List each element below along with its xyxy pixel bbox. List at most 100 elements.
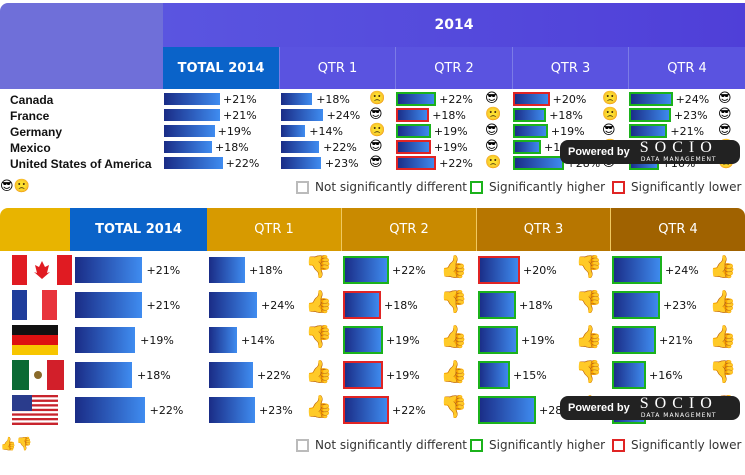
legend-same-label: Not significantly different	[315, 180, 468, 194]
legend-same-2: Not significantly different	[296, 438, 467, 452]
total-value: +18%	[137, 369, 171, 382]
flag-icon	[12, 290, 57, 320]
qtr-bar	[513, 140, 541, 154]
qtr-bar	[478, 326, 518, 354]
sad-face-icon: 🙁	[602, 91, 619, 106]
qtr-bar	[396, 124, 431, 138]
country-flag	[12, 360, 72, 390]
total-bar	[75, 362, 132, 388]
cool-face-icon: 😎	[718, 107, 732, 122]
thumbs-down-icon: 👎	[575, 360, 603, 385]
header-total: TOTAL 2014	[163, 47, 280, 89]
qtr-bar	[628, 124, 668, 138]
legend-higher-swatch	[470, 180, 483, 194]
qtr-bar	[396, 140, 431, 154]
qtr-value: +18%	[519, 299, 553, 312]
total-bar	[164, 109, 220, 121]
cool-face-icon: 😎	[485, 91, 499, 106]
legend-higher-swatch-2	[470, 438, 483, 452]
legend-lower-swatch-2	[612, 438, 625, 452]
qtr-bar	[395, 156, 437, 170]
powered-by-badge[interactable]: Powered by SOCIO DATA MANAGEMENT	[560, 140, 740, 164]
thumbs-up-icon: 👍	[305, 395, 333, 420]
country-flag	[12, 395, 72, 425]
total-bar	[75, 327, 136, 353]
cool-face-icon: 😎	[718, 91, 732, 106]
qtr-value: +22%	[257, 369, 291, 382]
qtr-value: +23%	[673, 109, 708, 122]
qtr-bar	[343, 291, 381, 319]
legend-higher-label-2: Significantly higher	[489, 438, 606, 452]
legend-same-swatch	[296, 180, 309, 194]
qtr-bar	[478, 291, 516, 319]
qtr-value: +19%	[386, 369, 420, 382]
legend-same-label-2: Not significantly different	[315, 438, 468, 452]
qtr-bar	[209, 257, 245, 283]
header-corner	[0, 3, 163, 89]
powered-by-badge-2[interactable]: Powered by SOCIO DATA MANAGEMENT	[560, 396, 740, 420]
qtr-value: +21%	[670, 125, 705, 138]
qtr-value: +22%	[439, 157, 473, 170]
total-bar	[75, 257, 142, 283]
total-value: +22%	[149, 404, 184, 417]
total-bar	[164, 125, 215, 137]
sad-face-icon: 🙁	[485, 155, 502, 170]
thumbs-up-icon: 👍	[709, 290, 737, 315]
qtr-value: +19%	[433, 125, 468, 138]
thumbs-down-icon: 👎	[440, 290, 468, 315]
qtr-bar	[478, 256, 520, 284]
qtr-value: +15%	[513, 369, 547, 382]
header-qtr1: QTR 1	[280, 47, 396, 89]
legend-lower: Significantly lower	[612, 180, 741, 194]
legend-lower-label: Significantly lower	[631, 180, 742, 194]
thumbs-up-icon: 👍	[305, 290, 333, 315]
cool-face-icon: 😎	[718, 123, 732, 138]
qtr-value: +20%	[523, 264, 557, 277]
qtr-value: +20%	[552, 93, 587, 106]
qtr-bar	[612, 326, 656, 354]
qtr-bar	[612, 291, 660, 319]
header-qtr2-2: QTR 2	[342, 208, 477, 251]
thumbs-up-icon: 👍	[709, 255, 737, 280]
total-value: +21%	[146, 264, 181, 277]
cool-face-icon: 😎	[602, 123, 616, 138]
header-qtr3: QTR 3	[513, 47, 629, 89]
flag-icon	[12, 360, 64, 390]
qtr-bar	[629, 108, 671, 122]
qtr-value: +24%	[261, 299, 295, 312]
thumb-key-icons: 👍👎	[0, 437, 33, 452]
qtr-value: +22%	[392, 404, 426, 417]
total-value: +18%	[215, 141, 249, 154]
thumbs-up-icon: 👍	[440, 360, 468, 385]
header-qtr3-2: QTR 3	[477, 208, 611, 251]
legend-lower-label-2: Significantly lower	[631, 438, 742, 452]
socio-brand: SOCIO	[639, 139, 718, 156]
cool-face-icon: 😎	[369, 155, 383, 170]
thumbs-up-icon: 👍	[709, 325, 737, 350]
total-value: +19%	[217, 125, 252, 138]
qtr-bar	[478, 361, 510, 389]
thumbs-down-icon: 👎	[305, 325, 333, 350]
qtr-value: +22%	[392, 264, 426, 277]
qtr-bar	[281, 141, 320, 153]
qtr-value: +18%	[432, 109, 466, 122]
year-header: 2014	[163, 3, 745, 47]
qtr-value: +23%	[259, 404, 293, 417]
header-qtr4: QTR 4	[629, 47, 745, 89]
legend-higher-label: Significantly higher	[489, 180, 606, 194]
qtr-bar	[281, 109, 323, 121]
qtr-value: +14%	[241, 334, 275, 347]
qtr-value: +24%	[675, 93, 710, 106]
flag-icon	[12, 395, 58, 425]
socio-logo-2: SOCIO DATA MANAGEMENT	[640, 396, 718, 420]
qtr-value: +18%	[316, 93, 350, 106]
qtr-bar	[513, 156, 564, 170]
qtr-value: +22%	[439, 93, 473, 106]
qtr-value: +14%	[309, 125, 343, 138]
country-label: France	[10, 109, 50, 123]
header-qtr4-2: QTR 4	[611, 208, 745, 251]
qtr-bar	[281, 157, 321, 169]
thumbs-up-icon: 👍	[305, 360, 333, 385]
total-value: +21%	[223, 109, 257, 122]
cool-face-icon: 😎	[369, 107, 383, 122]
